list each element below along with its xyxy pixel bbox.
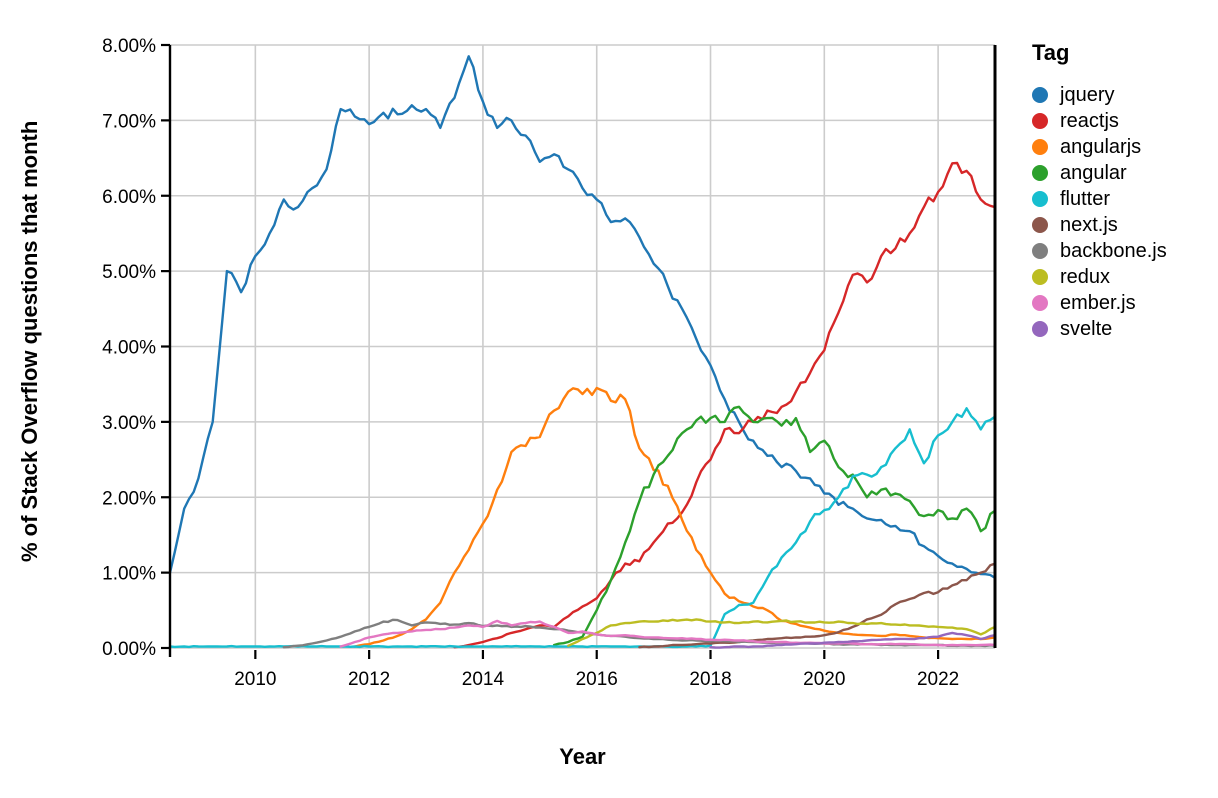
- series-line-redux: [567, 618, 997, 647]
- series-line-flutter: [168, 407, 997, 649]
- legend-item-next.js: next.js: [1032, 212, 1212, 238]
- legend-swatch-icon: [1032, 243, 1048, 259]
- y-tick-label: 4.00%: [102, 338, 156, 359]
- legend-item-label: angular: [1060, 162, 1127, 184]
- x-tick-label: 2020: [803, 669, 845, 690]
- legend-item-flutter: flutter: [1032, 186, 1212, 212]
- y-tick-label: 2.00%: [102, 488, 156, 509]
- legend-swatch-icon: [1032, 87, 1048, 103]
- legend-item-label: ember.js: [1060, 292, 1136, 314]
- x-tick-label: 2016: [576, 669, 618, 690]
- x-tick-label: 2010: [234, 669, 276, 690]
- legend-swatch-icon: [1032, 113, 1048, 129]
- legend-item-backbone.js: backbone.js: [1032, 238, 1212, 264]
- y-tick-label: 5.00%: [102, 262, 156, 283]
- x-tick-label: 2014: [462, 669, 505, 690]
- legend-item-svelte: svelte: [1032, 316, 1212, 342]
- legend-item-label: jquery: [1060, 84, 1115, 106]
- legend-swatch-icon: [1032, 217, 1048, 233]
- legend-item-label: backbone.js: [1060, 240, 1167, 262]
- series-line-angularjs: [353, 386, 997, 648]
- y-tick-label: 6.00%: [102, 187, 156, 208]
- legend-item-angularjs: angularjs: [1032, 134, 1212, 160]
- legend-item-label: angularjs: [1060, 136, 1142, 158]
- legend-swatch-icon: [1032, 165, 1048, 181]
- legend-swatch-icon: [1032, 295, 1048, 311]
- legend-swatch-icon: [1032, 321, 1048, 337]
- x-tick-label: 2018: [689, 669, 731, 690]
- legend-item-label: redux: [1060, 266, 1111, 288]
- x-tick-label: 2022: [917, 669, 959, 690]
- series-line-angular: [552, 405, 997, 647]
- legend-item-reactjs: reactjs: [1032, 108, 1212, 134]
- legend-item-ember.js: ember.js: [1032, 290, 1212, 316]
- series-line-svelte: [709, 631, 997, 649]
- series-line-ember.js: [339, 619, 997, 648]
- series-line-next.js: [638, 562, 997, 649]
- legend-item-label: reactjs: [1060, 110, 1119, 132]
- legend-title: Tag: [1032, 40, 1070, 65]
- legend-item-redux: redux: [1032, 264, 1212, 290]
- legend-item-jquery: jquery: [1032, 82, 1212, 108]
- y-tick-label: 8.00%: [102, 36, 156, 57]
- legend-item-angular: angular: [1032, 160, 1212, 186]
- y-tick-label: 3.00%: [102, 413, 156, 434]
- series-line-reactjs: [453, 161, 997, 649]
- y-tick-label: 0.00%: [102, 639, 156, 660]
- legend-item-label: svelte: [1060, 318, 1113, 340]
- y-axis-title: % of Stack Overflow questions that month: [17, 120, 42, 562]
- legend-swatch-icon: [1032, 191, 1048, 207]
- legend-items: jquery reactjs angularjs angular flutter next…: [1032, 82, 1212, 342]
- legend-swatch-icon: [1032, 269, 1048, 285]
- y-tick-label: 7.00%: [102, 111, 156, 132]
- y-tick-label: 1.00%: [102, 564, 156, 585]
- legend: Tag jquery reactjs angularjs angular flutter…: [1032, 40, 1212, 342]
- legend-swatch-icon: [1032, 139, 1048, 155]
- x-tick-label: 2012: [348, 669, 390, 690]
- legend-item-label: next.js: [1060, 214, 1118, 236]
- legend-item-label: flutter: [1060, 188, 1111, 210]
- series-line-jquery: [168, 55, 997, 580]
- x-axis-title: Year: [559, 744, 606, 769]
